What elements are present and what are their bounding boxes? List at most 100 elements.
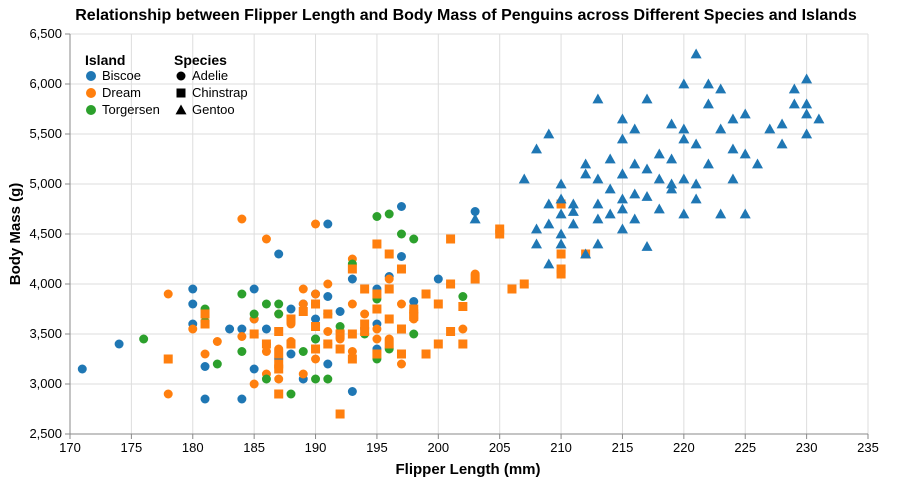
data-point [458, 324, 468, 334]
data-point [311, 344, 321, 354]
y-tick-label: 3,000 [29, 376, 62, 391]
data-point [715, 208, 727, 219]
data-point [653, 173, 665, 184]
data-point [433, 299, 443, 309]
x-tick-label: 225 [734, 440, 756, 455]
data-point [384, 339, 394, 349]
data-point [592, 213, 604, 224]
data-point [727, 113, 739, 124]
data-point [372, 334, 382, 344]
data-point [311, 354, 321, 364]
data-point [519, 279, 529, 289]
data-point [188, 324, 198, 334]
data-point [237, 332, 247, 341]
data-point [556, 269, 566, 279]
data-point [616, 113, 628, 124]
data-point [616, 168, 628, 179]
data-point [249, 329, 259, 339]
data-point [556, 264, 566, 274]
data-point [495, 224, 505, 234]
x-tick-label: 230 [796, 440, 818, 455]
data-point [274, 389, 284, 399]
data-point [237, 214, 247, 224]
y-tick-label: 6,000 [29, 76, 62, 91]
data-point [690, 48, 702, 59]
data-point [567, 206, 579, 216]
data-point [323, 219, 333, 229]
data-point [629, 188, 641, 199]
data-point [335, 329, 345, 339]
data-point [212, 359, 222, 369]
data-point [347, 264, 357, 274]
x-axis-ticks: 170 175 180 185 190 195 200 205 210 215 220 225 230 2… [59, 434, 879, 455]
data-point [616, 223, 628, 234]
data-point [752, 158, 764, 169]
data-point [396, 324, 406, 334]
data-point [249, 364, 259, 374]
data-point [702, 98, 714, 109]
data-point [347, 329, 357, 339]
x-tick-label: 170 [59, 440, 81, 455]
data-point [421, 289, 431, 299]
data-point [470, 274, 480, 284]
x-tick-label: 215 [612, 440, 634, 455]
legend-species-label: Chinstrap [192, 85, 248, 100]
data-point [286, 304, 296, 314]
data-point [396, 202, 406, 211]
data-point [237, 347, 247, 356]
data-point [641, 191, 653, 201]
data-point [274, 374, 284, 384]
data-point [518, 173, 530, 184]
data-point [77, 364, 87, 374]
data-point [641, 241, 653, 251]
data-point [261, 234, 271, 244]
data-point [764, 123, 776, 134]
x-tick-label: 220 [673, 440, 695, 455]
data-point [163, 289, 173, 299]
data-point [311, 334, 321, 344]
data-point [801, 128, 813, 139]
data-point [666, 153, 678, 164]
data-point [555, 238, 567, 249]
x-tick-label: 185 [243, 440, 265, 455]
data-point [592, 238, 604, 249]
data-point [274, 327, 284, 336]
data-point [360, 319, 370, 329]
data-point [335, 344, 345, 354]
x-tick-label: 175 [121, 440, 143, 455]
data-point [396, 264, 406, 274]
data-point [495, 229, 505, 239]
data-point [114, 339, 124, 349]
data-point [702, 78, 714, 89]
data-point [311, 314, 321, 324]
data-point [200, 349, 210, 359]
data-point [249, 284, 259, 294]
data-point [298, 369, 308, 379]
data-point [409, 304, 419, 314]
data-point [311, 219, 321, 229]
data-point [727, 143, 739, 154]
x-tick-label: 200 [427, 440, 449, 455]
data-point [347, 299, 357, 309]
y-tick-label: 2,500 [29, 426, 62, 441]
data-point [298, 307, 308, 316]
data-point [433, 339, 443, 349]
data-point [200, 362, 210, 371]
data-point [616, 193, 628, 204]
data-point [323, 374, 333, 384]
data-point [556, 249, 566, 259]
x-tick-label: 210 [550, 440, 572, 455]
data-point [188, 284, 198, 294]
data-point [788, 98, 800, 109]
data-point [702, 158, 714, 169]
data-point [433, 274, 443, 284]
data-point [776, 138, 788, 149]
data-point [739, 148, 751, 159]
y-axis-title: Body Mass (g) [7, 183, 24, 286]
data-point [690, 193, 702, 204]
data-point [384, 274, 394, 284]
data-point [311, 374, 321, 384]
data-point [286, 349, 296, 359]
data-point [323, 279, 333, 289]
